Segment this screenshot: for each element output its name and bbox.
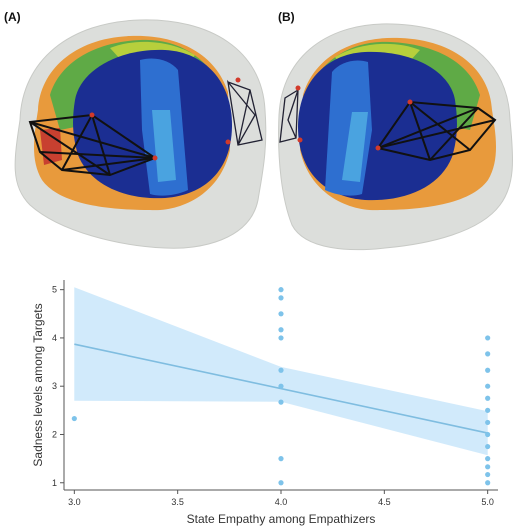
data-point <box>485 351 491 357</box>
data-point <box>278 480 284 486</box>
data-point <box>485 456 491 462</box>
data-point <box>278 367 284 373</box>
brain-panel-b <box>278 23 514 251</box>
data-point <box>278 287 284 293</box>
network-a-side <box>226 79 263 146</box>
x-axis-title: State Empathy among Empathizers <box>187 512 376 526</box>
region-light-a <box>152 110 176 182</box>
data-point <box>485 383 491 389</box>
data-point <box>485 431 491 438</box>
y-tick-label: 3 <box>52 381 57 391</box>
data-point <box>485 407 491 413</box>
region-light-b <box>342 112 368 182</box>
data-point <box>278 295 284 301</box>
y-tick-label: 1 <box>52 478 57 488</box>
data-point <box>485 443 491 450</box>
panel-label-a: (A) <box>4 10 21 24</box>
network-a <box>28 113 158 177</box>
y-tick-label: 4 <box>52 333 57 343</box>
data-point <box>485 471 491 478</box>
data-point <box>485 335 491 341</box>
y-tick-label: 2 <box>52 429 57 439</box>
brain-panel-a <box>14 19 267 249</box>
y-tick-label: 5 <box>52 285 57 295</box>
network-b-side <box>279 89 299 143</box>
x-tick-label: 5.0 <box>481 497 494 507</box>
brain-figure <box>14 19 514 251</box>
data-point <box>71 415 77 422</box>
data-point <box>485 464 491 470</box>
x-tick-label: 4.0 <box>275 497 288 507</box>
data-point <box>278 335 284 341</box>
x-tick-label: 4.5 <box>378 497 391 507</box>
data-point <box>485 395 491 401</box>
x-tick-label: 3.0 <box>68 497 81 507</box>
data-point <box>278 456 284 462</box>
data-point <box>278 399 284 405</box>
scatter-chart: 3.0 3.5 4.0 4.5 5.0 1 2 3 4 5 State Empathy among… <box>31 280 498 526</box>
data-point <box>485 367 491 373</box>
data-point <box>278 383 284 389</box>
data-point <box>485 480 491 486</box>
x-tick-label: 3.5 <box>171 497 184 507</box>
data-point <box>485 419 491 426</box>
data-point <box>278 311 284 317</box>
data-point <box>278 327 284 333</box>
panel-label-b: (B) <box>278 10 295 24</box>
y-axis-title: Sadness levels among Targets <box>31 303 45 466</box>
